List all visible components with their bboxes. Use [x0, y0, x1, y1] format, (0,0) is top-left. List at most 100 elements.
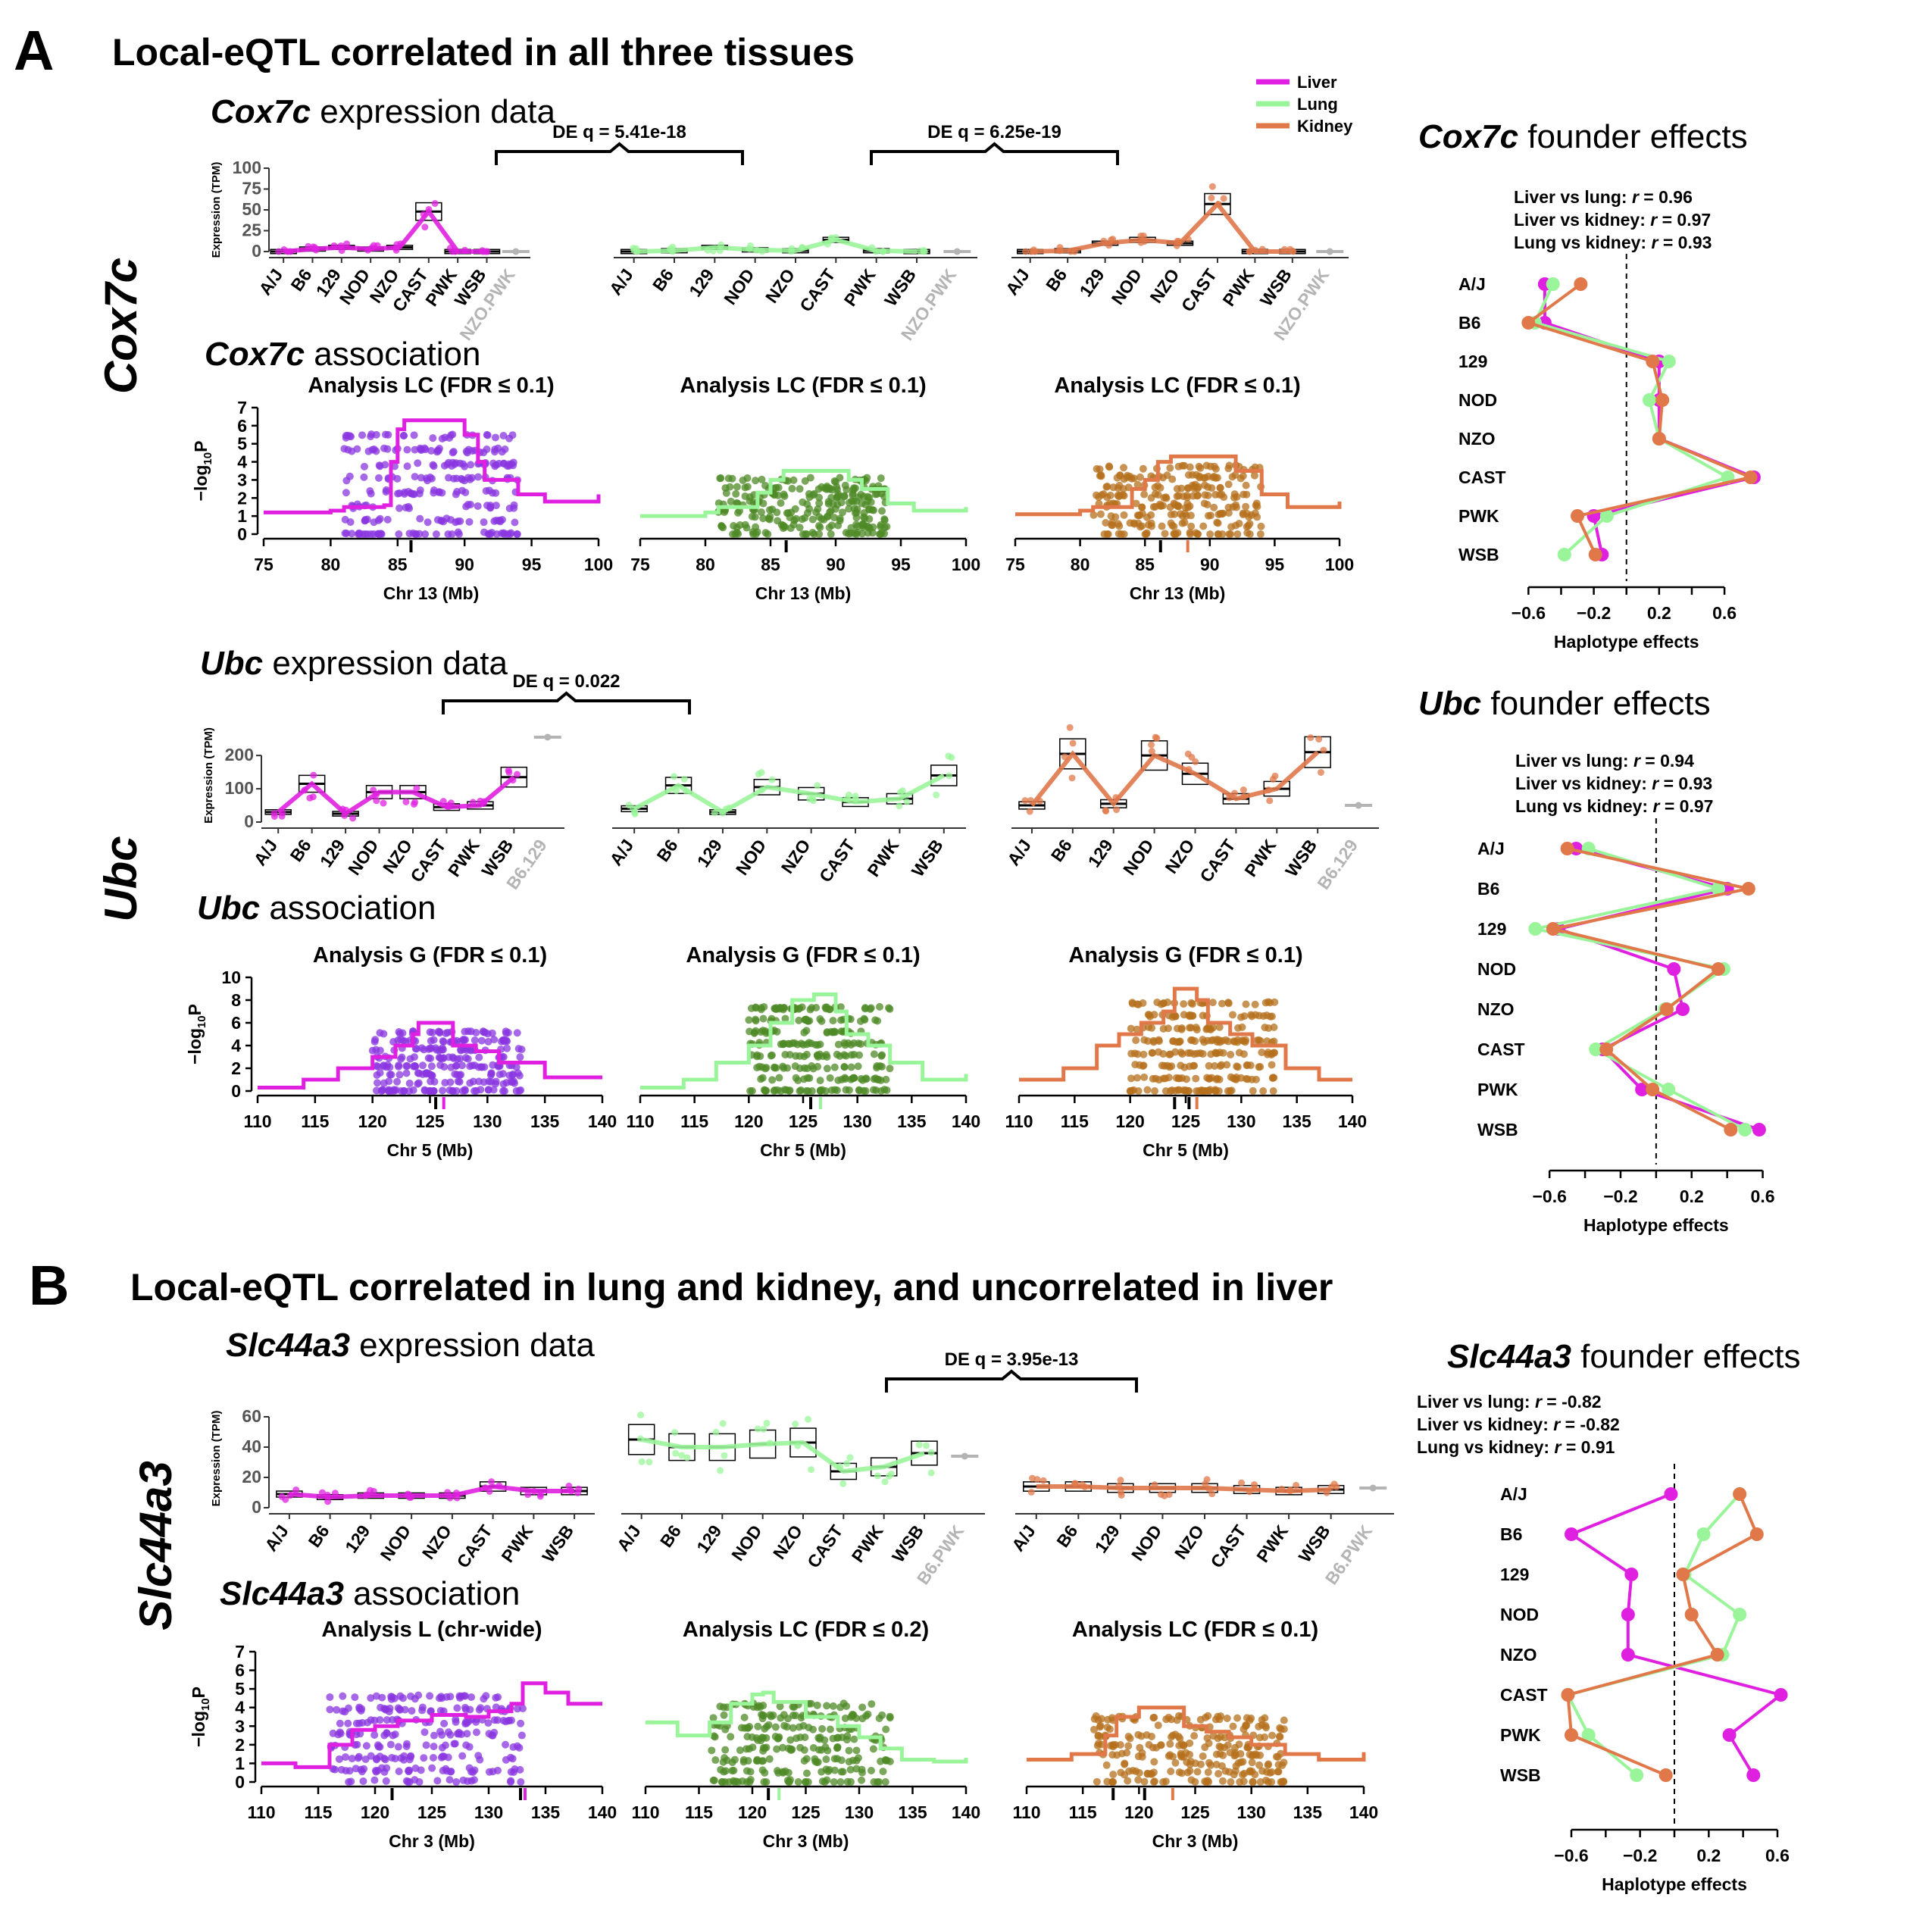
founder-point-liver	[1635, 1083, 1649, 1096]
expression-strain-label: NZO	[769, 1521, 806, 1563]
expression-strain-label: B6	[286, 265, 315, 295]
association-snp-point	[341, 1753, 349, 1762]
association-y-tick-label: 5	[237, 434, 247, 454]
association-snp-point	[1092, 1712, 1100, 1720]
association-snp-point	[815, 499, 824, 508]
association-snp-point	[1265, 1778, 1273, 1786]
association-snp-point	[867, 1004, 875, 1012]
association-snp-point	[799, 1721, 808, 1730]
association-snp-point	[726, 483, 734, 491]
association-snp-point	[823, 1052, 831, 1061]
association-snp-point	[361, 517, 369, 525]
association-snp-point	[472, 1028, 480, 1036]
association-snp-point	[841, 481, 849, 489]
association-snp-point	[1100, 530, 1108, 538]
association-snp-point	[1173, 1716, 1181, 1724]
association-snp-point	[752, 1757, 761, 1765]
association-snp-point	[417, 1044, 426, 1052]
association-snp-point	[1210, 503, 1218, 511]
founder-strain-label: NOD	[1477, 959, 1516, 979]
association-snp-point	[1168, 475, 1177, 483]
association-y-label-main: −log	[185, 1028, 205, 1064]
association-snp-point	[789, 476, 798, 484]
association-snp-point	[836, 1778, 845, 1786]
association-y-label-end: P	[191, 441, 211, 452]
association-snp-point	[1243, 1743, 1252, 1752]
expression-mean-line-lung	[633, 773, 946, 815]
association-snp-point	[376, 1716, 384, 1724]
association-snp-point	[862, 1075, 871, 1083]
association-snp-point	[725, 1778, 733, 1786]
expression-y-tick-label: 100	[233, 158, 261, 177]
association-snp-point	[1230, 1771, 1238, 1779]
expression-strain-label: A/J	[249, 836, 281, 869]
association-snp-point	[816, 1077, 824, 1085]
expression-point	[413, 785, 420, 792]
association-snp-point	[847, 1040, 855, 1049]
association-lod-curve	[640, 469, 968, 518]
association-snp-point	[1177, 1749, 1185, 1758]
association-snp-point	[1244, 521, 1252, 530]
expression-point	[1102, 807, 1109, 814]
association-snp-point	[1171, 501, 1179, 509]
association-snp-point	[775, 1733, 783, 1741]
association-snp-point	[1256, 1778, 1265, 1786]
association-snp-point	[1218, 1777, 1227, 1785]
association-snp-point	[502, 1740, 510, 1749]
expression-point	[717, 1467, 724, 1474]
association-snp-point	[811, 1040, 820, 1049]
association-snp-point	[847, 524, 855, 532]
association-snp-point	[1219, 1049, 1227, 1057]
association-snp-point	[1150, 1758, 1158, 1766]
association-snp-point	[410, 431, 418, 439]
association-lod-curve	[1015, 454, 1342, 517]
association-snp-point	[709, 1776, 717, 1784]
founder-x-tick-label: −0.6	[1532, 1186, 1566, 1206]
association-snp-point	[1268, 1061, 1276, 1069]
association-snp-point	[823, 1776, 831, 1784]
association-snp-point	[742, 1778, 751, 1786]
association-y-tick-label: 3	[237, 470, 247, 489]
founder-heading-slc44a3: Slc44a3 founder effects	[1447, 1338, 1800, 1375]
association-snp-point	[1224, 464, 1233, 473]
association-snp-point	[341, 515, 349, 524]
association-snp-point	[740, 1713, 749, 1721]
association-snp-point	[477, 1036, 486, 1045]
association-snp-point	[1257, 522, 1265, 530]
association-x-tick-label: 80	[321, 555, 341, 574]
association-snp-point	[509, 1070, 517, 1078]
association-snp-point	[1174, 529, 1182, 537]
association-snp-point	[836, 474, 844, 482]
association-snp-point	[370, 518, 378, 527]
association-snp-point	[435, 445, 443, 453]
association-snp-point	[1177, 1048, 1185, 1056]
expression-point	[874, 1472, 881, 1480]
association-snp-point	[509, 1743, 517, 1751]
founder-strain-label: NZO	[1500, 1645, 1537, 1665]
expression-y-tick-label: 25	[242, 220, 261, 240]
association-snp-point	[517, 1731, 526, 1740]
association-snp-point	[388, 1753, 396, 1762]
association-snp-point	[845, 1758, 853, 1766]
association-snp-point	[833, 1086, 841, 1095]
founder-point-lung	[1599, 509, 1614, 523]
expression-y-tick-label: 200	[225, 745, 254, 764]
de-q-label: DE q = 5.41e-18	[552, 122, 686, 142]
expression-y-tick-label: 50	[242, 199, 261, 219]
association-snp-point	[833, 1050, 841, 1058]
association-snp-point	[517, 1046, 526, 1054]
association-snp-point	[1143, 1730, 1151, 1739]
correlation-r: r	[1652, 796, 1660, 816]
association-x-tick-label: 75	[630, 555, 650, 574]
association-snp-point	[840, 492, 849, 500]
association-snp-point	[708, 1746, 716, 1755]
founder-line-kidney	[1524, 283, 1756, 555]
association-snp-point	[383, 445, 392, 453]
founder-correlation: Lung vs kidney: r = 0.97	[1515, 796, 1713, 816]
association-snp-point	[1136, 473, 1144, 481]
founder-point-kidney	[1711, 962, 1725, 976]
association-snp-point	[395, 1768, 403, 1776]
association-snp-point	[1171, 1048, 1180, 1056]
association-snp-point	[1240, 1050, 1248, 1058]
association-snp-point	[395, 1030, 404, 1038]
